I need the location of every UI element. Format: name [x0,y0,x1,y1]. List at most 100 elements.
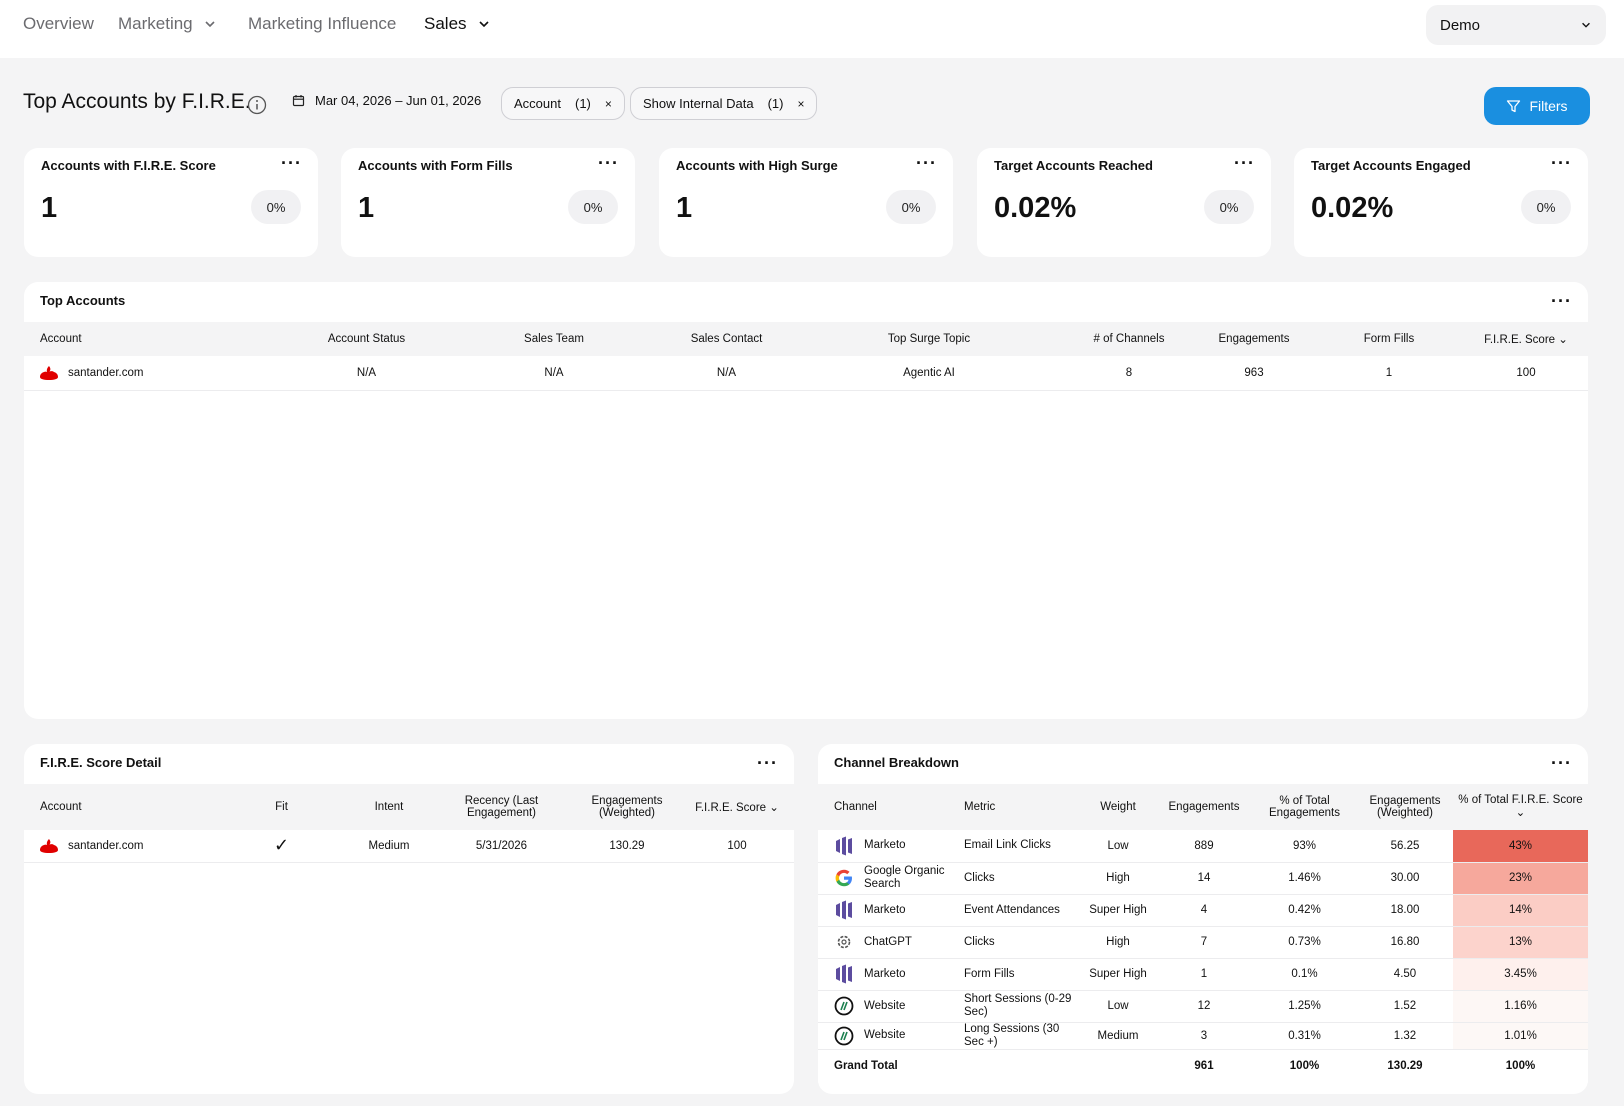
pct-fire-score-heat-cell: 43% [1453,830,1588,863]
weighted-engagements: 4.50 [1357,958,1453,991]
weight: High [1080,926,1156,959]
column-header[interactable]: Sales Team [449,322,659,356]
column-header[interactable]: Channel [818,784,960,830]
kpi-title: Accounts with High Surge [676,158,838,173]
panel-title: Channel Breakdown [834,755,959,770]
table-row[interactable]: Website Long Sessions (30 Sec +) Medium 3 0.… [818,1022,1588,1050]
date-range-picker[interactable]: Mar 04, 2026 – Jun 01, 2026 [292,93,481,108]
more-options-icon[interactable]: ··· [916,153,937,173]
column-header[interactable]: Weight [1080,784,1156,830]
kpi-change-badge: 0% [251,190,301,224]
table-row[interactable]: ChatGPT Clicks High 7 0.73% 16.80 13% [818,926,1588,959]
weight: Medium [1080,1022,1156,1050]
table-row[interactable]: Website Short Sessions (0-29 Sec) Low 12 1.2… [818,990,1588,1023]
workspace-select[interactable]: Demo [1426,5,1606,45]
table-row[interactable]: Marketo Event Attendances Super High 4 0.42%… [818,894,1588,927]
nav-overview[interactable]: Overview [23,14,94,34]
column-header[interactable]: Fit [214,784,349,830]
kpi-change-badge: 0% [1521,190,1571,224]
weight: Super High [1080,894,1156,927]
metric: Form Fills [960,958,1080,991]
weight: Super High [1080,958,1156,991]
more-options-icon[interactable]: ··· [1551,291,1572,311]
column-header[interactable]: Engagements [1194,322,1314,356]
pct-engagements: 1.46% [1252,862,1357,895]
column-header[interactable]: Intent [349,784,429,830]
table-row[interactable]: santander.com ✓ Medium 5/31/2026 130.29 … [24,830,794,863]
account-name[interactable]: santander.com [68,839,144,852]
engagements: 889 [1156,830,1252,863]
column-header[interactable]: Form Fills [1314,322,1464,356]
table-row[interactable]: Marketo Form Fills Super High 1 0.1% 4.50 3.45… [818,958,1588,991]
more-options-icon[interactable]: ··· [1551,753,1572,773]
column-header[interactable]: Engagements [1156,784,1252,830]
column-header[interactable]: Account [24,322,284,356]
metric: Email Link Clicks [960,830,1080,863]
column-header[interactable]: Top Surge Topic [794,322,1064,356]
pct-engagements: 1.25% [1252,990,1357,1023]
more-options-icon[interactable]: ··· [757,753,778,773]
table-row[interactable]: Marketo Email Link Clicks Low 889 93% 56.25 43… [818,830,1588,863]
info-icon[interactable] [247,95,267,115]
filters-button[interactable]: Filters [1484,87,1590,125]
column-header-sorted[interactable]: F.I.R.E. Score ⌄ [680,784,794,830]
fit-checkmark-icon: ✓ [214,830,349,863]
kpi-title: Accounts with F.I.R.E. Score [41,158,216,173]
nav-marketing-influence[interactable]: Marketing Influence [248,14,396,34]
chip-count: (1) [767,96,784,111]
table-row[interactable]: santander.com N/A N/A N/A Agentic AI 8 9… [24,356,1588,391]
kpi-card: Accounts with Form Fills ··· 1 0% [341,148,635,257]
weight: High [1080,862,1156,895]
close-icon[interactable]: × [604,96,612,111]
calendar-icon [292,95,305,107]
fire-detail-table: Account Fit Intent Recency (Last Engagem… [24,784,794,863]
column-header[interactable]: Engagements (Weighted) [574,784,680,830]
filter-chip-internal-data[interactable]: Show Internal Data (1) × [630,87,818,120]
total-pct-engagements: 100% [1252,1048,1357,1083]
chevron-down-icon [205,21,215,28]
column-header-sorted[interactable]: % of Total F.I.R.E. Score ⌄ [1453,784,1588,830]
date-range-label: Mar 04, 2026 – Jun 01, 2026 [315,93,482,108]
channel-name: ChatGPT [864,935,912,948]
more-options-icon[interactable]: ··· [1551,153,1572,173]
engagements: 12 [1156,990,1252,1023]
column-header[interactable]: % of Total Engagements [1252,784,1357,830]
kpi-title: Target Accounts Engaged [1311,158,1471,173]
santander-logo-icon [40,365,58,380]
pct-engagements: 0.73% [1252,926,1357,959]
more-options-icon[interactable]: ··· [281,153,302,173]
more-options-icon[interactable]: ··· [598,153,619,173]
column-header[interactable]: Recency (Last Engagement) [429,784,574,830]
column-header-label: F.I.R.E. Score [1484,334,1556,346]
top-accounts-panel: Top Accounts ··· Account Account Status … [24,282,1588,719]
account-name[interactable]: santander.com [68,366,144,379]
weighted-engagements: 1.52 [1357,990,1453,1023]
column-header[interactable]: Metric [960,784,1080,830]
nav-overview-label: Overview [23,14,94,33]
filter-chip-account[interactable]: Account (1) × [501,87,625,120]
column-header[interactable]: Account [24,784,214,830]
close-icon[interactable]: × [797,96,805,111]
chip-label: Account [514,96,561,111]
panel-title: F.I.R.E. Score Detail [40,755,162,770]
engagements: 963 [1194,356,1314,391]
metric: Clicks [960,862,1080,895]
column-header[interactable]: Engagements (Weighted) [1357,784,1453,830]
engagements: 4 [1156,894,1252,927]
kpi-value: 1 [676,192,693,224]
table-row[interactable]: Google Organic Search Clicks High 14 1.46% 30… [818,862,1588,895]
column-header-sorted[interactable]: F.I.R.E. Score ⌄ [1464,322,1588,356]
column-header[interactable]: # of Channels [1064,322,1194,356]
nav-marketing-influence-label: Marketing Influence [248,14,397,33]
weighted-engagements: 130.29 [574,830,680,863]
column-header[interactable]: Sales Contact [659,322,794,356]
nav-marketing[interactable]: Marketing [118,14,217,34]
more-options-icon[interactable]: ··· [1234,153,1255,173]
nav-sales[interactable]: Sales [424,14,491,34]
pct-engagements: 0.1% [1252,958,1357,991]
pct-fire-score-heat-cell: 14% [1453,894,1588,927]
column-header[interactable]: Account Status [284,322,449,356]
grand-total-label: Grand Total [818,1048,960,1083]
kpi-card: Target Accounts Reached ··· 0.02% 0% [977,148,1271,257]
metric: Clicks [960,926,1080,959]
